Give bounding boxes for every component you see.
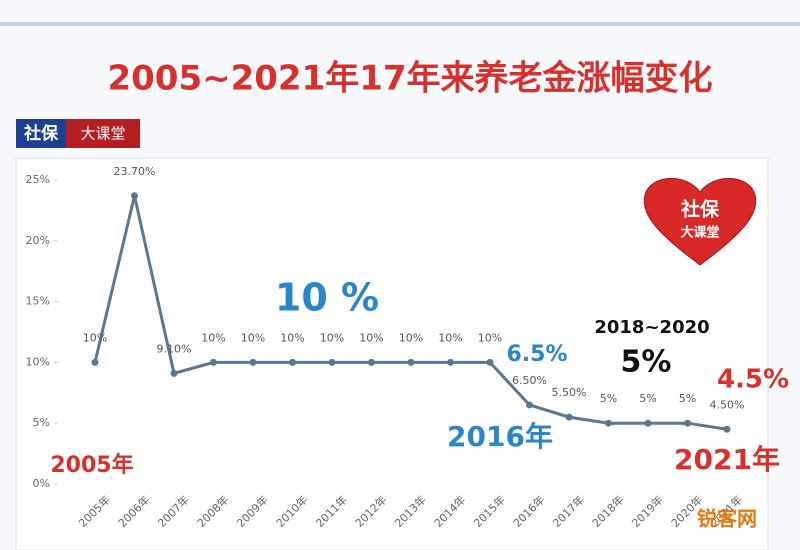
point [526,401,533,409]
logo-text: 大课堂 [80,125,125,143]
value-label: 10% [438,331,462,344]
chart-title: 2005~2021年17年来养老金涨幅变化 [107,59,712,99]
badge-heart [643,177,757,266]
annotation: 6.5% [506,342,567,367]
top-stripe [0,22,800,26]
point [723,425,731,433]
point [210,358,217,366]
value-label: 10% [83,331,107,344]
y-tick-label: 20% [26,234,50,247]
badge-text: 社保 [680,198,720,221]
value-label: 10% [359,331,383,344]
annotation: 2005年 [50,452,133,478]
point [684,419,691,427]
y-tick-label: 0% [33,477,50,490]
value-label: 10% [241,331,265,344]
y-tick-label: 25% [26,173,50,186]
point [91,358,99,366]
annotation: 4.5% [717,365,789,395]
point [170,369,178,377]
point [605,419,612,427]
point [289,358,296,366]
value-label: 6.50% [512,374,547,387]
point [447,358,454,366]
point [407,358,415,366]
value-label: 9.10% [157,342,192,355]
point [368,358,375,366]
point [131,192,138,200]
value-label: 10% [280,331,304,344]
value-label: 10% [320,331,344,344]
annotation: 2016年 [447,420,553,453]
value-label: 10% [201,331,225,344]
point [644,419,652,427]
value-label: 23.70% [114,165,156,178]
logo-text: 社保 [23,123,59,144]
y-tick-label: 5% [33,416,50,429]
annotation: 2018~2020 [594,317,709,338]
badge-text: 大课堂 [680,225,719,241]
annotation: 2021年 [674,443,780,476]
logo-right [66,119,140,148]
point [249,358,257,366]
watermark: 锐客网 [697,507,757,531]
point [486,358,494,366]
point [565,413,573,421]
y-tick-label: 10% [26,355,50,368]
value-label: 5.50% [552,386,587,399]
logo-left [16,119,66,148]
annotation: 10 % [275,276,379,320]
value-label: 10% [399,331,423,344]
value-label: 5% [600,392,617,405]
y-tick-label: 15% [26,295,50,308]
value-label: 4.50% [710,398,745,411]
value-label: 5% [679,392,696,405]
annotation: 5% [621,345,672,380]
value-label: 10% [478,331,502,344]
value-label: 5% [639,392,656,405]
point [328,358,336,366]
